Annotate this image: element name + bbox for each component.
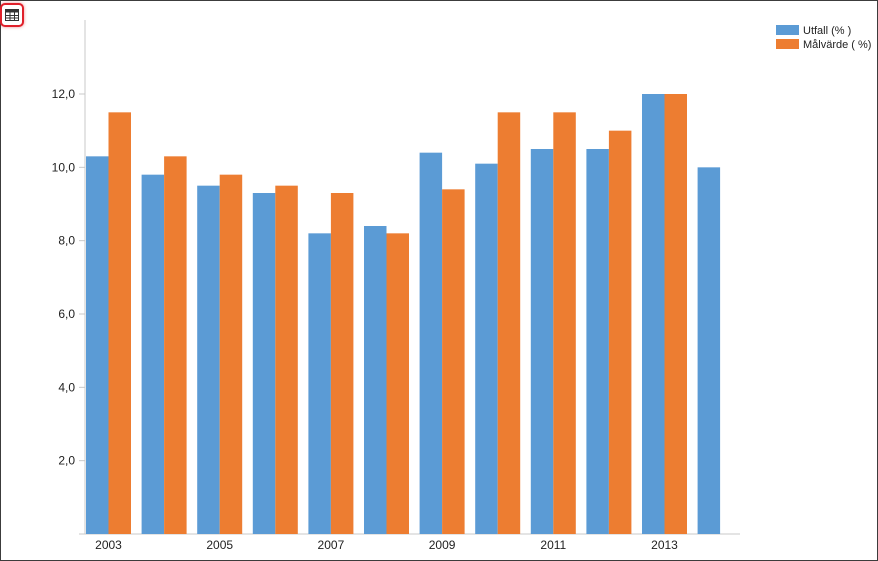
x-axis-ticks: 2003 2005 2007 2009 2011 2013 bbox=[95, 538, 678, 552]
bar-malvarde-2006 bbox=[275, 185, 298, 534]
bar-malvarde-2007 bbox=[330, 193, 354, 534]
x-tick-label: 2007 bbox=[318, 538, 345, 552]
bar-malvarde-2003 bbox=[108, 112, 131, 534]
x-tick-label: 2003 bbox=[95, 538, 122, 552]
bar-malvarde-2005 bbox=[219, 174, 243, 534]
bar-utfall-2004 bbox=[141, 174, 165, 534]
bar-malvarde-2008 bbox=[386, 233, 409, 535]
bar-malvarde-2004 bbox=[164, 156, 187, 535]
x-tick-label: 2009 bbox=[429, 538, 456, 552]
chart-legend: Utfall (% ) Målvärde ( %) bbox=[776, 25, 871, 51]
legend-label: Målvärde ( %) bbox=[803, 39, 871, 51]
table-icon bbox=[5, 9, 19, 21]
y-axis-ticks: 2,0 4,0 6,0 8,0 10,0 12,0 bbox=[52, 87, 85, 468]
x-tick-label: 2013 bbox=[651, 538, 678, 552]
bar-utfall-2005 bbox=[197, 185, 220, 534]
bar-utfall-2012 bbox=[586, 149, 609, 534]
bar-utfall-2003 bbox=[86, 156, 109, 535]
bar-utfall-2013 bbox=[642, 94, 665, 534]
bar-utfall-2010 bbox=[475, 163, 498, 534]
bar-utfall-2009 bbox=[419, 152, 443, 534]
x-tick-label: 2011 bbox=[540, 538, 566, 552]
chart-bars bbox=[86, 94, 721, 535]
y-tick-label: 2,0 bbox=[58, 454, 75, 468]
bar-utfall-2011 bbox=[530, 149, 554, 534]
bar-malvarde-2009 bbox=[442, 189, 465, 535]
legend-swatch bbox=[776, 25, 799, 35]
bar-utfall-2014 bbox=[697, 167, 721, 535]
table-view-button[interactable] bbox=[0, 3, 24, 27]
bar-malvarde-2013 bbox=[664, 94, 687, 534]
bar-utfall-2007 bbox=[308, 233, 331, 535]
legend-label: Utfall (% ) bbox=[803, 25, 851, 37]
y-tick-label: 8,0 bbox=[58, 234, 75, 248]
y-tick-label: 4,0 bbox=[58, 380, 75, 394]
bar-malvarde-2011 bbox=[553, 112, 576, 534]
legend-swatch bbox=[776, 39, 799, 49]
bar-malvarde-2010 bbox=[497, 112, 521, 534]
y-tick-label: 12,0 bbox=[52, 87, 76, 101]
bar-malvarde-2012 bbox=[608, 130, 632, 534]
bar-utfall-2006 bbox=[252, 193, 276, 534]
bar-utfall-2008 bbox=[364, 226, 387, 534]
x-tick-label: 2005 bbox=[206, 538, 233, 552]
y-tick-label: 6,0 bbox=[58, 307, 75, 321]
y-tick-label: 10,0 bbox=[52, 160, 76, 174]
